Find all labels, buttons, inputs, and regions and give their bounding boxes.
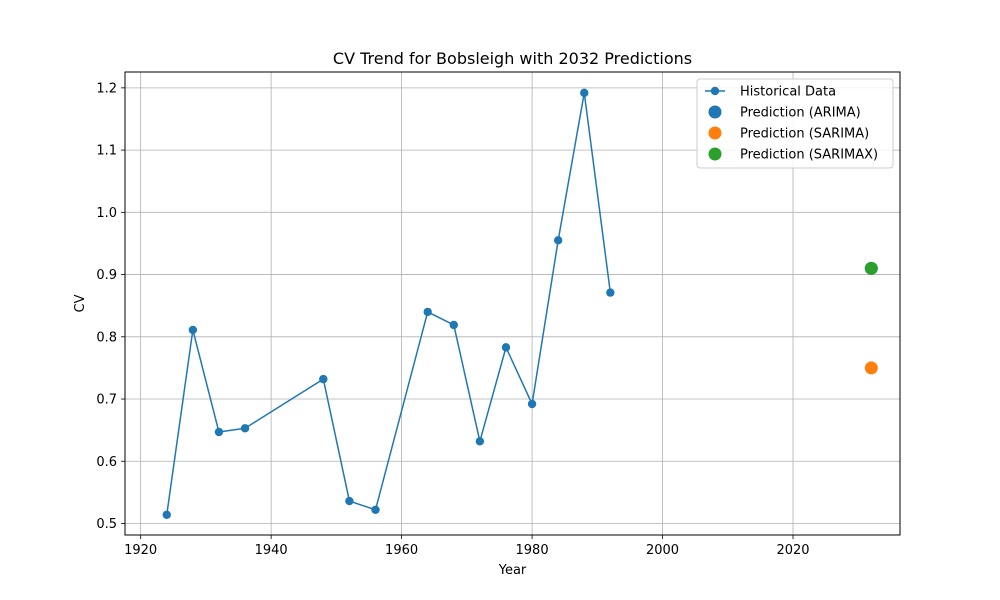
prediction-sarima-point (864, 361, 878, 375)
x-tick-label: 2000 (646, 543, 679, 558)
legend-marker-swatch (708, 147, 722, 161)
grid (125, 72, 900, 535)
legend: Historical Data Prediction (ARIMA) Predict… (696, 78, 894, 169)
historical-data-point (580, 88, 589, 98)
plot-frame (124, 71, 901, 536)
x-tick-label: 1940 (255, 543, 288, 558)
historical-data-point (345, 496, 354, 506)
y-tick-label: 0.5 (96, 517, 117, 532)
axis-ticks: 1920 1940 1960 1980 2000 2020 0.5 0.6 0.7 0.8 0.9 1… (96, 81, 809, 558)
y-tick-label: 0.6 (96, 455, 117, 470)
historical-data-point (371, 505, 380, 514)
y-axis-label: CV (73, 294, 88, 312)
x-tick-label: 1960 (385, 543, 418, 558)
x-axis-label: Year (498, 563, 527, 578)
x-tick-label: 1980 (516, 543, 549, 558)
x-tick-label: 1920 (124, 543, 157, 558)
historical-data-point (527, 399, 537, 409)
legend-marker-swatch (710, 86, 720, 96)
historical-data-point (319, 374, 328, 384)
x-tick-label: 2020 (776, 543, 809, 558)
legend-label: Historical Data (740, 85, 836, 100)
y-tick-label: 1.0 (96, 206, 117, 221)
historical-data-point (475, 437, 485, 446)
plot-series (162, 88, 878, 519)
historical-data-point (240, 424, 250, 433)
y-tick-label: 0.9 (96, 268, 117, 283)
historical-data-point (188, 325, 198, 335)
legend-box (696, 78, 894, 169)
legend-label: Prediction (SARIMA) (740, 127, 869, 142)
y-tick-label: 0.7 (96, 393, 117, 408)
legend-marker-swatch (708, 105, 722, 119)
chart-title: CV Trend for Bobsleigh with 2032 Predict… (333, 49, 692, 68)
y-tick-label: 1.1 (96, 144, 117, 159)
legend-label: Prediction (SARIMAX) (740, 148, 878, 163)
y-tick-label: 1.2 (96, 81, 117, 96)
legend-marker-swatch (708, 126, 722, 140)
legend-label: Prediction (ARIMA) (740, 106, 861, 121)
historical-data-point (162, 510, 171, 519)
historical-data-point (423, 307, 432, 317)
prediction-sarimax-point (864, 261, 878, 275)
historical-data-point (449, 320, 458, 330)
historical-data-point (553, 236, 563, 245)
historical-data-point (606, 288, 615, 297)
historical-data-point (501, 343, 511, 352)
y-tick-label: 0.8 (96, 330, 117, 345)
historical-data-point (214, 427, 224, 437)
